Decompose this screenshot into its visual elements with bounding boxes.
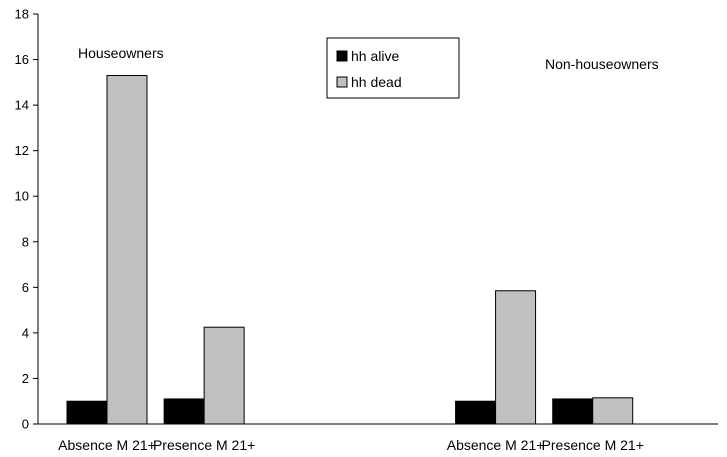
bar-hh-alive-1 xyxy=(66,400,108,425)
y-tick-label: 16 xyxy=(15,52,29,67)
bar-hh-alive-3 xyxy=(455,400,497,425)
legend-label-hh-alive: hh alive xyxy=(351,48,399,64)
bar-hh-dead-2 xyxy=(203,326,245,425)
y-tick-label: 8 xyxy=(22,234,29,249)
x-axis-category-labels: Absence M 21+Presence M 21+ Absence M 21+… xyxy=(58,437,644,453)
group-label-non-houseowners: Non-houseowners xyxy=(545,56,659,72)
y-tick-label: 0 xyxy=(22,417,29,432)
x-category-label: Absence M 21+ xyxy=(58,437,156,453)
x-category-label: Presence M 21+ xyxy=(542,437,644,453)
bar-hh-alive-4 xyxy=(552,398,594,425)
y-tick-label: 2 xyxy=(22,371,29,386)
bar-hh-alive-2 xyxy=(163,398,205,425)
legend-label-hh-dead: hh dead xyxy=(351,74,402,90)
legend-swatch-hh-dead xyxy=(336,76,348,88)
x-category-label: Absence M 21+ xyxy=(447,437,545,453)
y-tick-label: 6 xyxy=(22,280,29,295)
bar-hh-dead-4 xyxy=(592,397,634,425)
bars xyxy=(66,75,634,425)
y-tick-label: 14 xyxy=(15,98,29,113)
y-tick-label: 4 xyxy=(22,325,29,340)
y-tick-label: 18 xyxy=(15,7,29,22)
bar-hh-dead-3 xyxy=(495,290,537,425)
legend-box xyxy=(326,37,460,99)
y-tick-label: 10 xyxy=(15,189,29,204)
y-axis-ticks: 0 2 4 6 8 10 12 14 16 18 xyxy=(15,7,38,432)
y-tick-label: 12 xyxy=(15,143,29,158)
bar-hh-dead-1 xyxy=(106,75,148,425)
x-category-label: Presence M 21+ xyxy=(153,437,255,453)
legend: hh alive hh dead xyxy=(326,37,460,99)
group-label-houseowners: Houseowners xyxy=(78,45,164,61)
legend-swatch-hh-alive xyxy=(336,50,348,62)
